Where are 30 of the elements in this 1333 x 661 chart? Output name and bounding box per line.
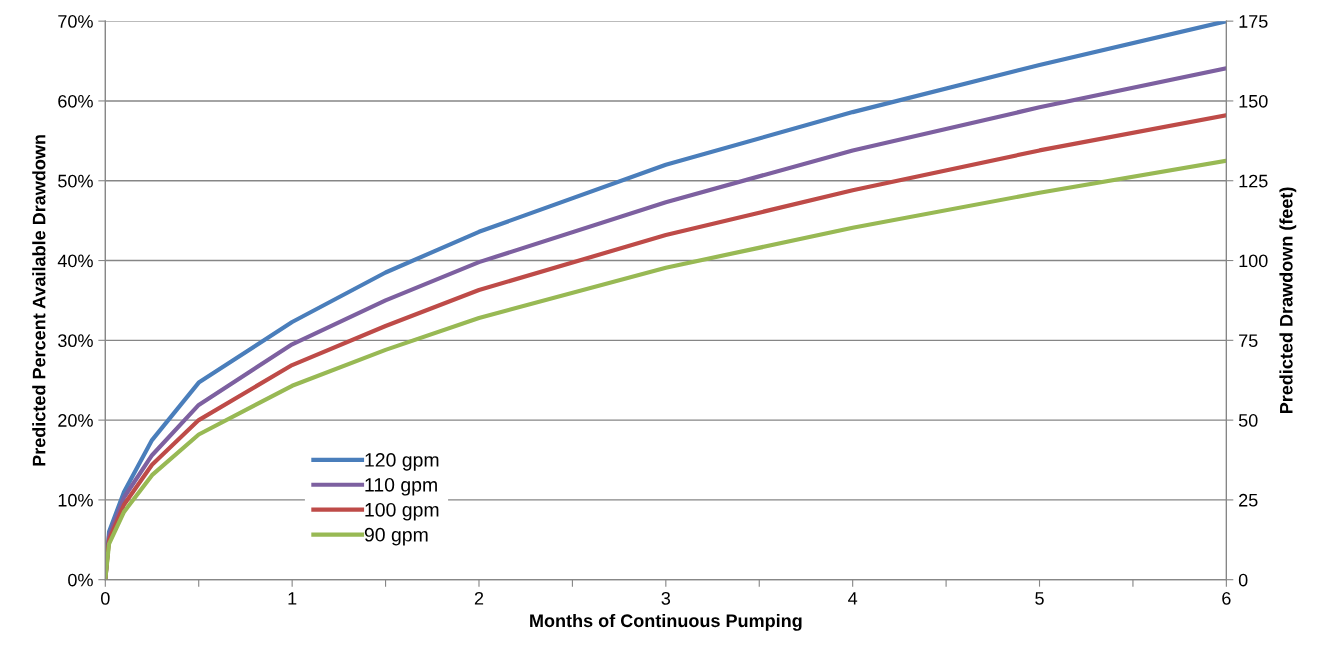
y2-tick-label: 175 [1239, 15, 1268, 28]
y2-tick-label: 150 [1239, 94, 1268, 108]
x-tick-label: 0 [100, 591, 110, 605]
y2-tick-label: 50 [1238, 414, 1258, 427]
legend-label: 90 gpm [364, 527, 428, 546]
x-tick-label: 2 [474, 591, 484, 605]
x-tick-label: 1 [288, 592, 297, 605]
y2-tick-label: 100 [1239, 254, 1268, 268]
y2-axis-title: Predicted Drawdown (feet) [1279, 187, 1297, 414]
y-tick-label: 10% [58, 493, 93, 507]
legend-label: 120 gpm [365, 453, 439, 471]
x-tick-label: 5 [1035, 592, 1044, 605]
y2-tick-label: 25 [1239, 493, 1258, 507]
y-tick-label: 0% [68, 573, 93, 587]
legend-label: 100 gpm [365, 502, 439, 521]
x-tick-label: 4 [848, 592, 858, 605]
y-axis-title: Predicted Percent Available Drawdown [32, 135, 46, 466]
y-tick-label: 60% [58, 94, 93, 108]
y-tick-label: 30% [58, 334, 93, 348]
x-tick-label: 3 [661, 591, 671, 605]
legend-label: 110 gpm [365, 477, 437, 496]
y-tick-label: 50% [58, 174, 93, 188]
y2-tick-label: 75 [1239, 334, 1258, 348]
y2-tick-label: 125 [1239, 174, 1268, 188]
y2-tick-label: 0 [1238, 573, 1248, 587]
y-tick-label: 70% [58, 15, 93, 28]
y-tick-label: 40% [57, 254, 93, 268]
y-tick-label: 20% [58, 414, 93, 427]
x-tick-label: 6 [1222, 591, 1231, 605]
x-axis-title: Months of Continuous Pumping [530, 613, 802, 631]
